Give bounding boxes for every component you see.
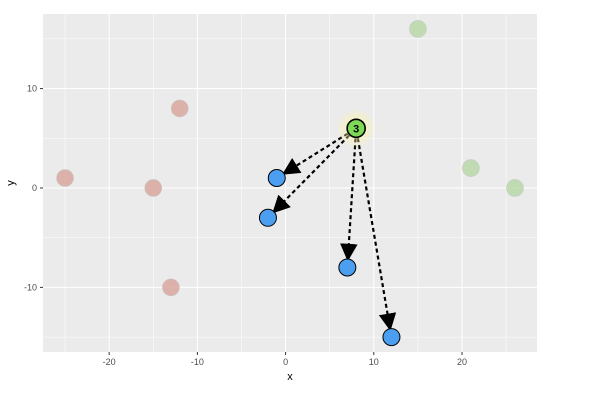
x-tick-label: -20	[103, 357, 116, 367]
y-tick-label: 0	[32, 183, 37, 193]
major-gridlines	[43, 14, 537, 352]
x-axis-label: x	[287, 371, 293, 383]
arrow	[356, 138, 397, 332]
green-point	[506, 179, 524, 197]
highlight-circle	[346, 118, 366, 139]
x-tick-label: 20	[457, 357, 467, 367]
y-axis-label: y	[5, 180, 17, 186]
arrow	[281, 132, 349, 175]
x-tick-label: -10	[191, 357, 204, 367]
y-tick-label: 10	[27, 84, 37, 94]
highlighted-point: 3	[336, 108, 377, 149]
x-tick-label: 0	[283, 357, 288, 367]
red-point	[56, 169, 74, 187]
x-tick-label: 10	[369, 357, 379, 367]
arrows	[272, 132, 397, 332]
blue-point	[382, 328, 401, 347]
blue-point	[258, 208, 277, 227]
arrow	[340, 138, 358, 262]
red-point	[170, 99, 189, 118]
green-point	[462, 159, 480, 177]
blue-point	[338, 258, 357, 277]
faded-points	[56, 20, 524, 297]
minor-gridlines	[43, 14, 537, 352]
plot-panel	[43, 14, 537, 352]
blue-point	[267, 169, 286, 188]
green-point	[409, 20, 427, 38]
red-point	[162, 278, 180, 297]
y-tick-label: -10	[24, 282, 37, 292]
x-axis: -20 -10 0 10 20	[103, 352, 467, 367]
y-axis: -10 0 10	[24, 84, 43, 292]
red-point	[144, 179, 163, 197]
highlight-label: 3	[353, 123, 359, 135]
blue-points	[258, 169, 401, 347]
arrow	[272, 134, 350, 214]
